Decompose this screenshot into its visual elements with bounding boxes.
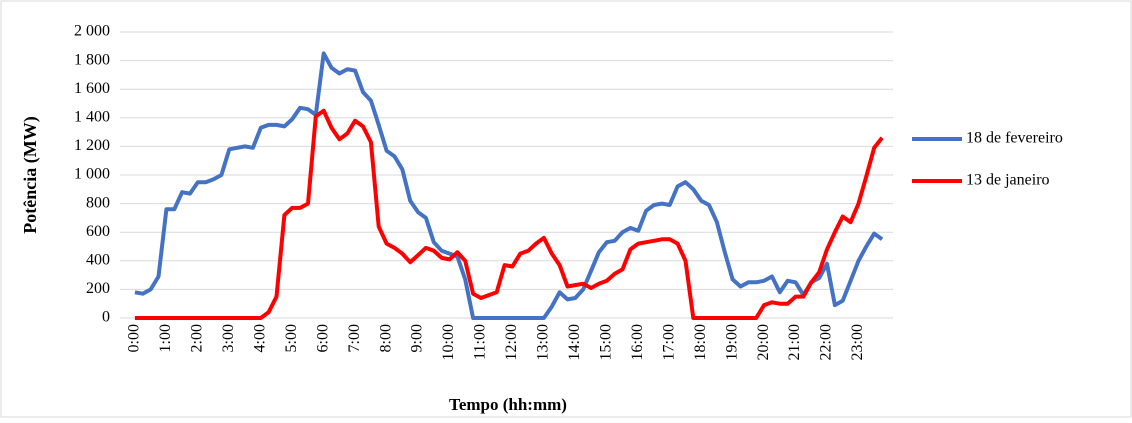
- x-tick-label: 8:00: [377, 324, 394, 352]
- x-tick-label: 19:00: [723, 324, 740, 360]
- x-tick-label: 22:00: [818, 324, 835, 360]
- y-tick-label: 600: [86, 223, 110, 240]
- x-axis-title: Tempo (hh:mm): [449, 395, 567, 414]
- y-tick-label: 1 600: [74, 80, 110, 97]
- x-tick-label: 11:00: [472, 324, 489, 360]
- x-tick-label: 6:00: [314, 324, 331, 352]
- x-tick-label: 10:00: [440, 324, 457, 360]
- x-tick-label: 18:00: [692, 324, 709, 360]
- legend-label: 18 de fevereiro: [966, 130, 1063, 147]
- y-tick-label: 800: [86, 194, 110, 211]
- x-tick-label: 23:00: [849, 324, 866, 360]
- x-tick-label: 17:00: [660, 324, 677, 360]
- y-tick-label: 0: [102, 309, 110, 326]
- x-tick-label: 7:00: [346, 324, 363, 352]
- y-tick-label: 2 000: [74, 23, 110, 40]
- legend-label: 13 de janeiro: [966, 172, 1050, 189]
- x-tick-label: 3:00: [220, 324, 237, 352]
- x-tick-label: 16:00: [629, 324, 646, 360]
- y-tick-label: 1 800: [74, 51, 110, 68]
- x-tick-label: 4:00: [251, 324, 268, 352]
- y-tick-label: 200: [86, 280, 110, 297]
- y-tick-label: 1 200: [74, 137, 110, 154]
- line-series: [134, 51, 884, 320]
- x-tick-label: 9:00: [409, 324, 426, 352]
- line-series: [134, 108, 884, 320]
- x-tick-label: 0:00: [126, 324, 143, 352]
- x-tick-label: 21:00: [786, 324, 803, 360]
- x-tick-label: 13:00: [535, 324, 552, 360]
- y-tick-label: 1 400: [74, 108, 110, 125]
- y-tick-label: 400: [86, 251, 110, 268]
- x-tick-label: 15:00: [597, 324, 614, 360]
- x-tick-label: 12:00: [503, 324, 520, 360]
- x-tick-label: 20:00: [755, 324, 772, 360]
- y-tick-label: 1 000: [74, 166, 110, 183]
- x-tick-label: 2:00: [189, 324, 206, 352]
- x-tick-label: 1:00: [157, 324, 174, 352]
- y-axis-title: Potência (MW): [20, 116, 41, 233]
- x-tick-label: 5:00: [283, 324, 300, 352]
- x-tick-label: 14:00: [566, 324, 583, 360]
